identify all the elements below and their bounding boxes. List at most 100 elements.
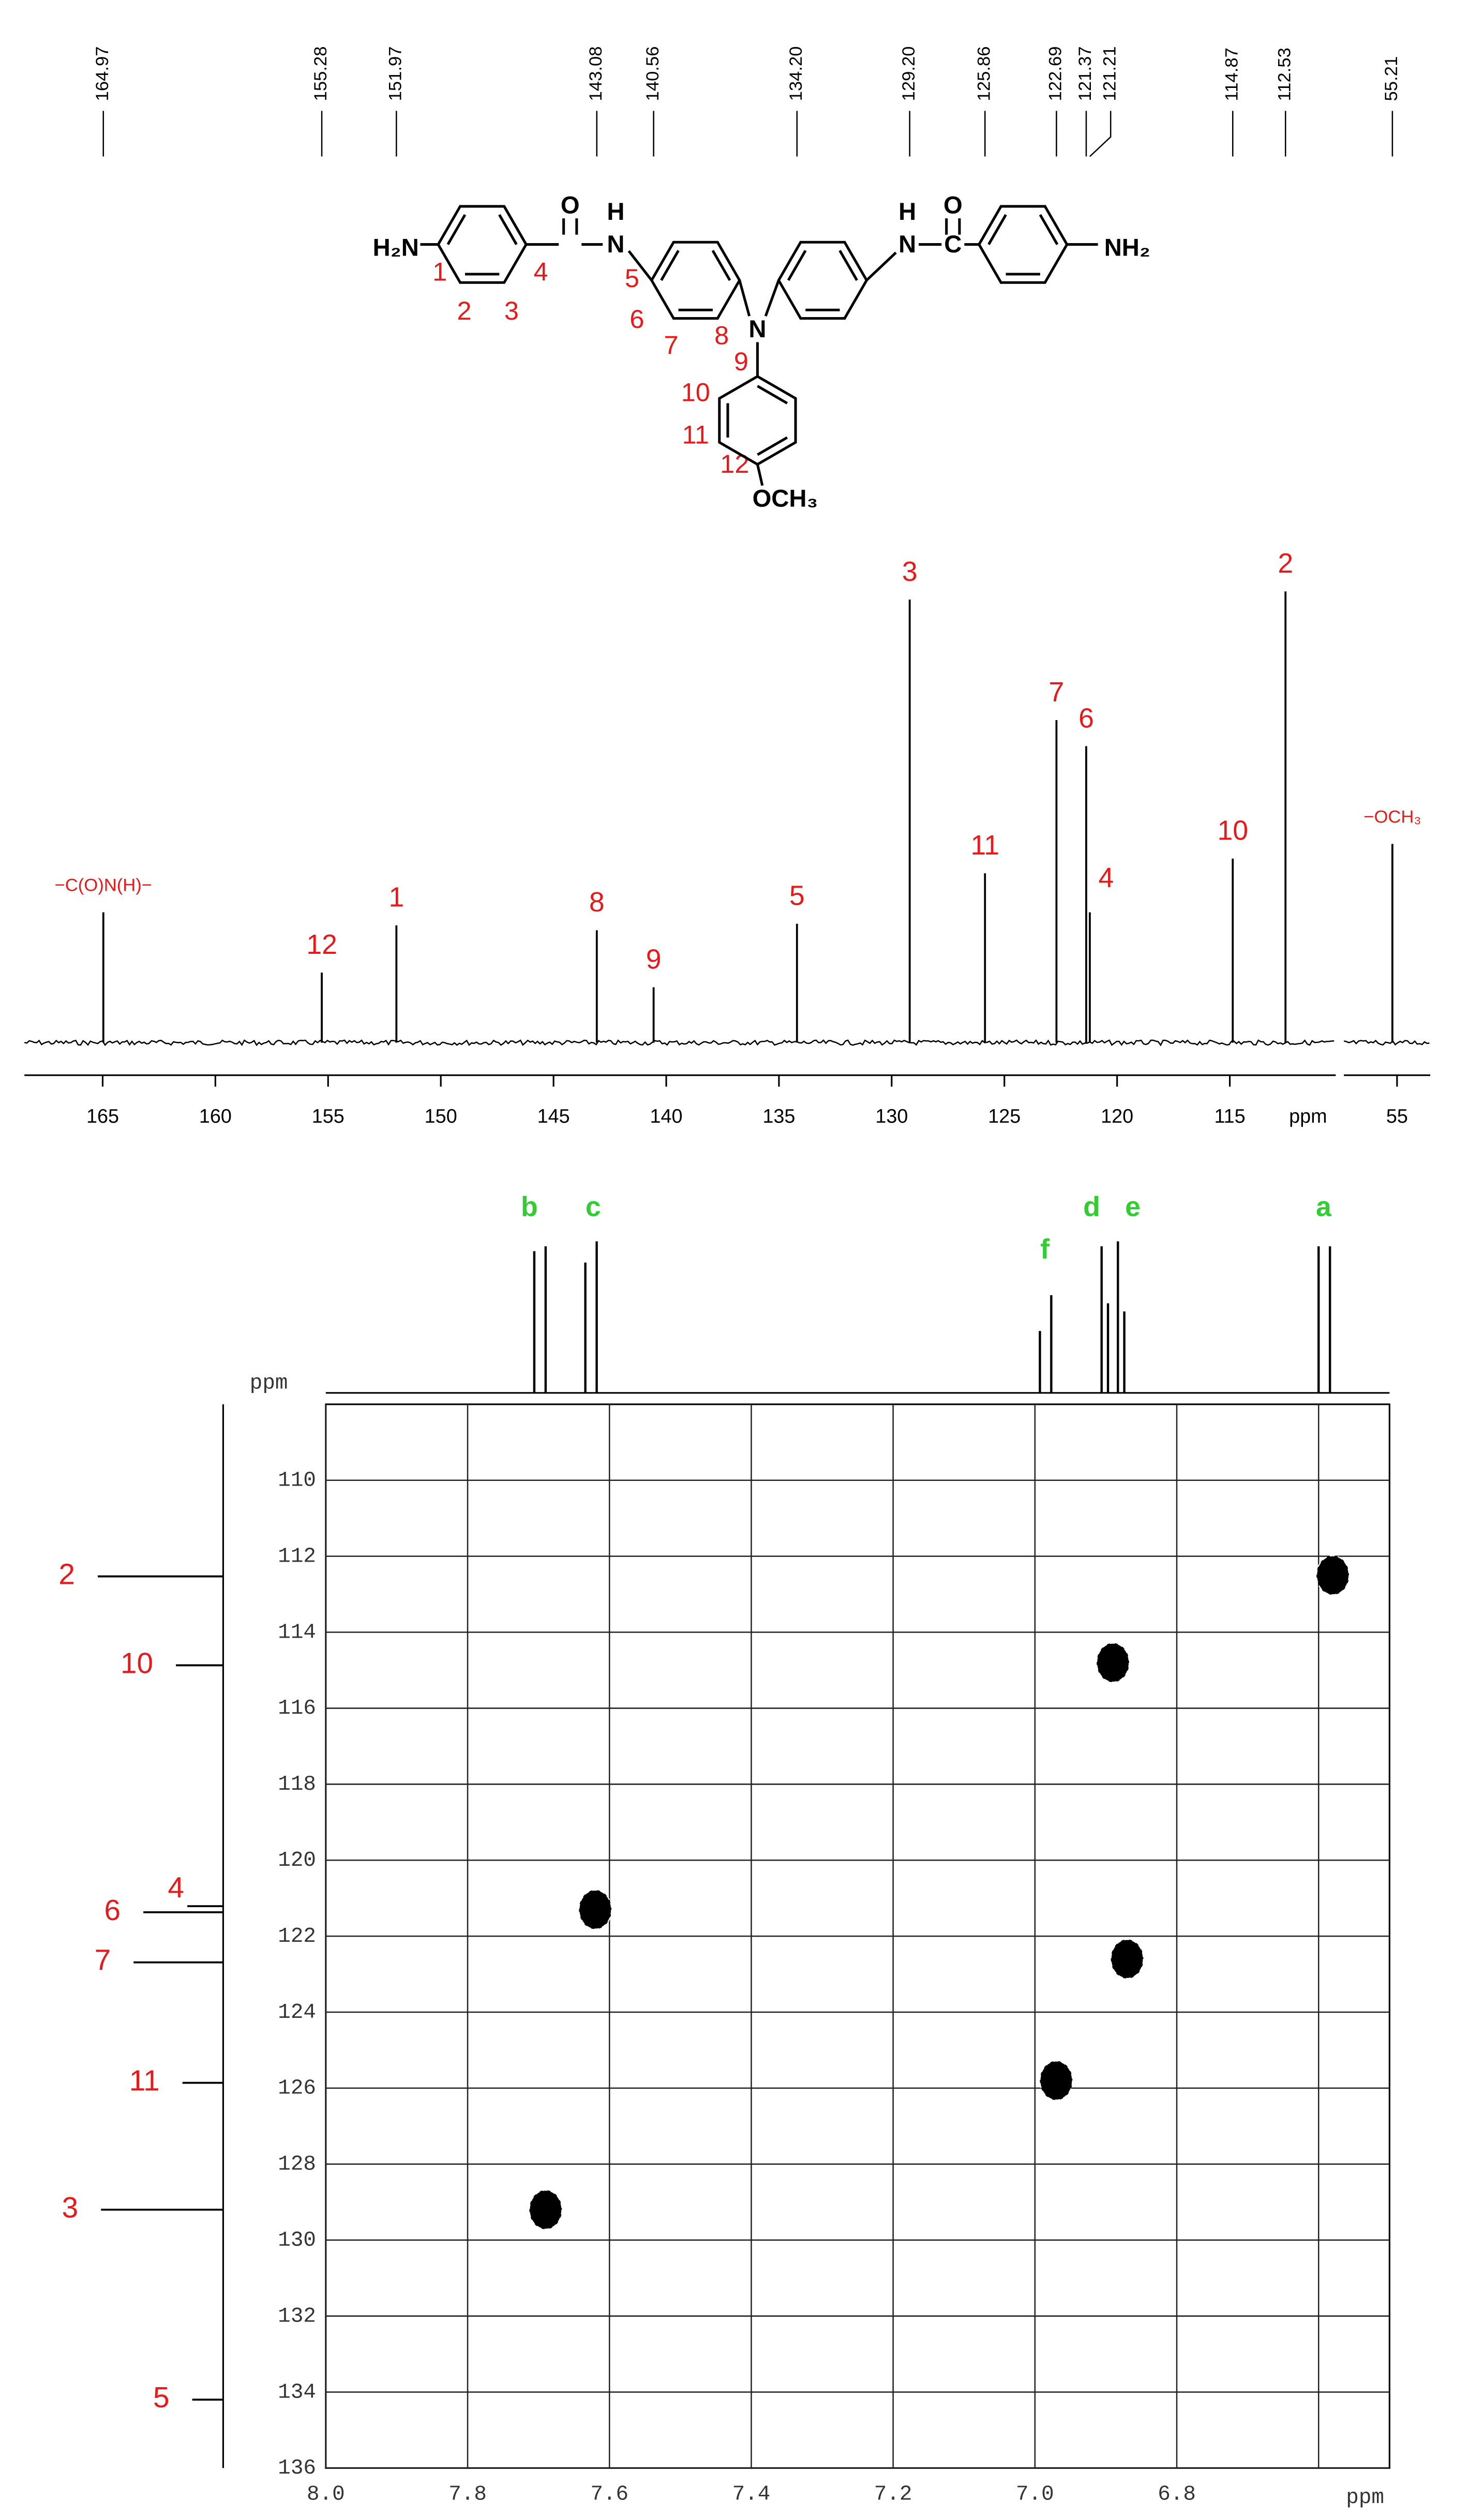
atom-number: 7 — [664, 330, 678, 359]
y-tick-label: 128 — [278, 2153, 316, 2177]
x-tick-label: 150 — [425, 1106, 457, 1128]
atom-number: 11 — [682, 420, 709, 449]
x-tick-label: 135 — [762, 1106, 795, 1128]
x-tick-label: 160 — [199, 1106, 232, 1128]
cross-peak — [1039, 2060, 1073, 2101]
carbon-label: 5 — [153, 2381, 170, 2414]
peak-position-label: 121.21 — [1100, 47, 1119, 101]
peak-position-label: 122.69 — [1046, 47, 1066, 101]
cross-peak — [578, 1889, 612, 1930]
ring-double-bond — [838, 250, 858, 281]
atom-number: 3 — [504, 296, 519, 325]
structure: H₂N O H N N H N C O NH₂ OCH₃ 1 2 3 4 5 6… — [373, 192, 1150, 513]
y-tick-label: 124 — [278, 2001, 316, 2025]
bond — [764, 279, 780, 317]
y-tick-label: 122 — [278, 1925, 316, 1949]
ring-double-bond — [987, 214, 1007, 245]
peak-position-label: 112.53 — [1275, 48, 1294, 101]
x-axis-label: ppm — [1346, 2486, 1384, 2510]
peak-label: c — [586, 1192, 601, 1222]
assignment-label: 1 — [388, 882, 404, 913]
ring — [650, 241, 741, 320]
atom-number: 12 — [720, 449, 749, 478]
peak-position-label: 121.37 — [1075, 47, 1095, 101]
assignment-label: −C(O)N(H)− — [55, 876, 153, 895]
atom-number: 5 — [625, 263, 639, 293]
y-tick-label: 134 — [278, 2380, 316, 2404]
y-tick-label: 120 — [278, 1849, 316, 1872]
x-tick-label: 125 — [988, 1106, 1021, 1128]
peak-position-label: 114.87 — [1222, 48, 1241, 101]
peak-label: d — [1083, 1192, 1100, 1222]
peak-position-label: 140.56 — [643, 47, 663, 101]
atom-number: 4 — [534, 257, 548, 287]
ring-double-bond — [498, 214, 518, 245]
ring-double-bond — [660, 250, 680, 281]
cross-peak — [1096, 1642, 1130, 1683]
x-tick-label: 145 — [537, 1106, 570, 1128]
carbon-label: 6 — [104, 1894, 121, 1927]
atom-label: H₂N — [373, 234, 419, 261]
peak-position-label: 134.20 — [786, 47, 806, 101]
peak-label: b — [521, 1192, 538, 1222]
atom-label: N — [748, 316, 766, 343]
x-tick-label: 6.8 — [1158, 2483, 1196, 2507]
peak-position-label: 164.97 — [93, 47, 112, 101]
y-tick-label: 132 — [278, 2304, 316, 2328]
peak-label: e — [1125, 1192, 1141, 1222]
assignment-label: 6 — [1078, 703, 1094, 733]
atom-label: OCH₃ — [753, 485, 818, 512]
assignment-label: 9 — [646, 944, 662, 975]
x-tick-label: 7.6 — [590, 2483, 628, 2507]
atom-label: O — [943, 192, 963, 219]
carbon-label: 11 — [129, 2065, 160, 2098]
y-tick-label: 112 — [278, 1545, 316, 1568]
ring-double-bond — [446, 214, 467, 245]
x-axis-label: ppm — [1289, 1106, 1327, 1128]
cross-peak — [1316, 1555, 1350, 1596]
x-tick-label: 7.0 — [1016, 2483, 1054, 2507]
assignment-label: 8 — [589, 887, 605, 918]
ring-double-bond — [757, 385, 788, 404]
bond — [738, 280, 751, 317]
cross-peak — [529, 2190, 563, 2230]
y-tick-label: 116 — [278, 1697, 316, 1720]
atom-label: H — [898, 198, 916, 226]
bond — [756, 464, 764, 486]
baseline-noise — [1343, 1040, 1430, 1046]
x-tick-label: 7.8 — [448, 2483, 487, 2507]
y-tick-label: 114 — [278, 1621, 316, 1644]
x-tick-label: 115 — [1214, 1106, 1245, 1128]
bond — [865, 251, 897, 281]
atom-number: 6 — [629, 304, 644, 334]
ring-double-bond — [787, 250, 807, 281]
ring-double-bond — [711, 250, 731, 281]
peak-position-label: 129.20 — [899, 47, 919, 101]
assignment-label: 11 — [970, 830, 999, 861]
x-tick-label: 7.4 — [732, 2483, 771, 2507]
carbon-label: 2 — [58, 1559, 75, 1591]
peak-position-label: 55.21 — [1382, 56, 1401, 101]
carbon-label: 3 — [62, 2192, 79, 2224]
atom-label: H — [607, 198, 624, 226]
peak-position-label: 125.86 — [974, 47, 994, 101]
assignment-label: 3 — [902, 557, 918, 587]
atom-number: 8 — [714, 320, 729, 350]
y-tick-label: 118 — [278, 1773, 316, 1796]
x-tick-label: 8.0 — [307, 2483, 345, 2507]
x-tick-label: 140 — [650, 1106, 683, 1128]
y-tick-label: 130 — [278, 2228, 316, 2252]
ring — [777, 241, 868, 320]
ring — [977, 205, 1069, 284]
atom-number: 2 — [457, 296, 472, 325]
peak-label: a — [1316, 1192, 1332, 1222]
peak-position-label: 143.08 — [586, 47, 606, 101]
atom-label: N — [898, 231, 916, 258]
assignment-label: 5 — [789, 881, 805, 911]
x-tick-label: 165 — [86, 1106, 119, 1128]
y-tick-label: 126 — [278, 2077, 316, 2101]
atom-number: 10 — [681, 378, 710, 407]
atom-label: NH₂ — [1104, 234, 1150, 261]
